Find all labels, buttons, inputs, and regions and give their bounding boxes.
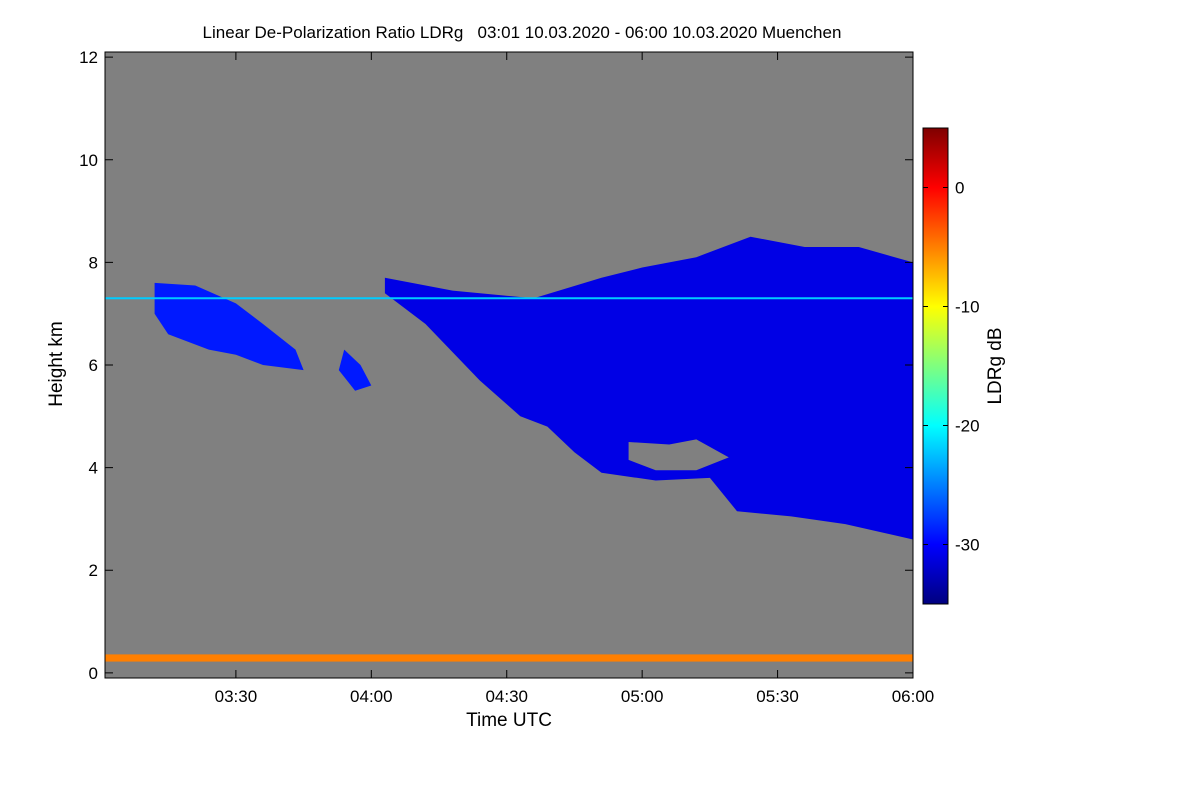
x-tick-label: 05:30 xyxy=(756,687,799,706)
cloud-small-patch xyxy=(338,349,372,391)
y-tick-label: 6 xyxy=(89,356,98,375)
x-tick-label: 04:30 xyxy=(485,687,528,706)
data-features xyxy=(105,236,913,662)
y-axis-label: Height km xyxy=(46,321,67,407)
y-axis: 0 2 4 6 8 10 12 xyxy=(79,48,913,683)
colorbar-label: LDRg dB xyxy=(985,327,1006,404)
colorbar-tick-label: -10 xyxy=(955,298,980,317)
colorbar-tick-label: -30 xyxy=(955,536,980,555)
y-tick-label: 10 xyxy=(79,151,98,170)
chart-title: Linear De-Polarization Ratio LDRg 03:01 … xyxy=(203,23,842,42)
x-axis-label: Time UTC xyxy=(466,710,552,731)
colorbar-tick-label: 0 xyxy=(955,179,964,198)
y-tick-label: 8 xyxy=(89,253,98,272)
y-tick-label: 12 xyxy=(79,48,98,67)
cloud-gap xyxy=(628,439,729,471)
cloud-main xyxy=(384,236,913,540)
plot-area xyxy=(104,51,914,679)
x-tick-label: 03:30 xyxy=(215,687,258,706)
colorbar-gradient xyxy=(922,127,949,605)
x-tick-label: 04:00 xyxy=(350,687,393,706)
x-tick-label: 05:00 xyxy=(621,687,664,706)
cloud-early-patch xyxy=(154,282,304,371)
colorbar-ticks: 0 -10 -20 -30 xyxy=(923,179,980,555)
x-tick-label: 06:00 xyxy=(892,687,935,706)
y-tick-label: 0 xyxy=(89,664,98,683)
x-axis: 03:30 04:00 04:30 05:00 05:30 06:00 xyxy=(215,52,935,706)
y-tick-label: 2 xyxy=(89,561,98,580)
y-tick-label: 4 xyxy=(89,459,98,478)
colorbar-tick-label: -20 xyxy=(955,417,980,436)
colorbar: 0 -10 -20 -30 LDRg dB xyxy=(922,127,1006,605)
ground-layer xyxy=(105,654,913,662)
